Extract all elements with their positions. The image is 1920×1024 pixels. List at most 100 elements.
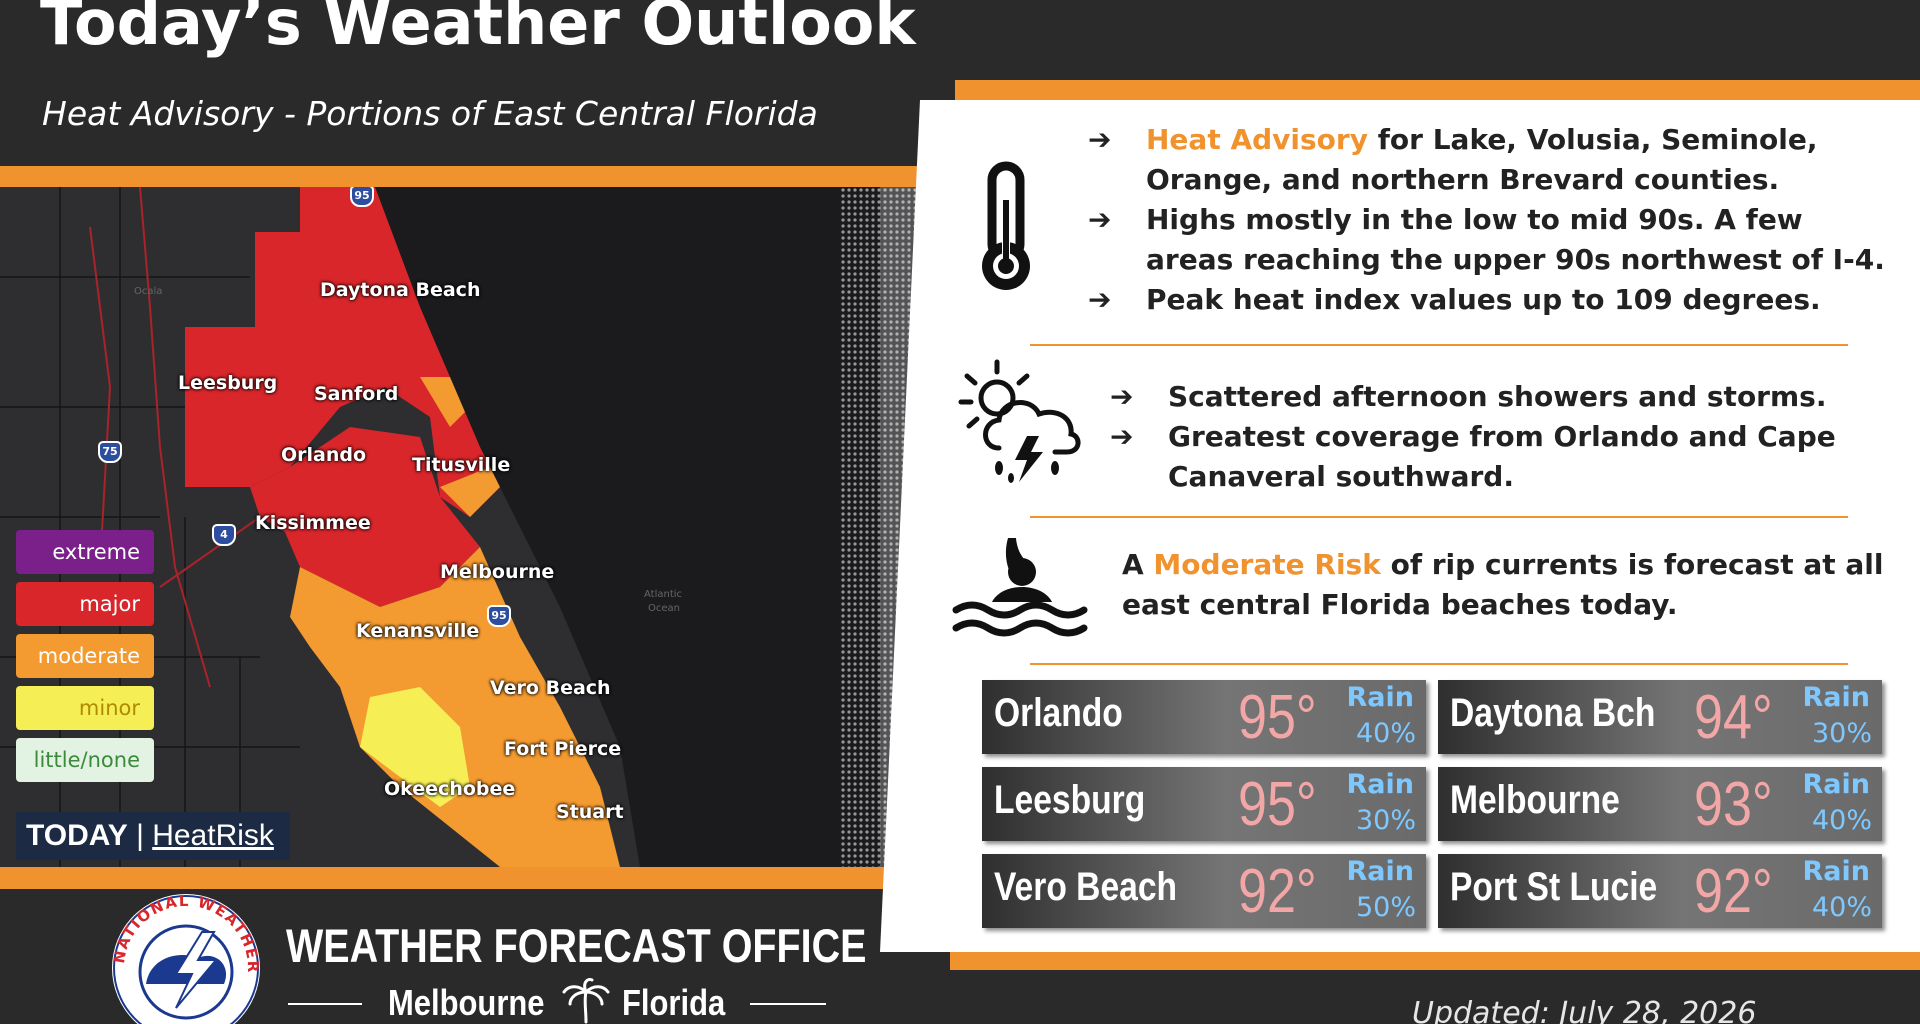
today-heatrisk-badge: TODAY | HeatRisk bbox=[16, 812, 290, 860]
outlook-panel: ➔ Heat Advisory for Lake, Volusia, Semin… bbox=[880, 100, 1920, 952]
heat-advisory-highlight: Heat Advisory bbox=[1146, 123, 1368, 156]
forecast-card-leesburg: Leesburg 95° Rain 30% bbox=[982, 767, 1426, 841]
thunderstorm-icon bbox=[958, 359, 1081, 483]
map-city-orlando: Orlando bbox=[281, 444, 367, 466]
card-temp: 95° bbox=[1238, 770, 1317, 839]
map-city-vero-beach: Vero Beach bbox=[490, 677, 611, 699]
forecast-office-title: WEATHER FORECAST OFFICE bbox=[286, 919, 867, 972]
legend-moderate: moderate bbox=[16, 634, 154, 678]
card-rain-value: 30% bbox=[1811, 718, 1872, 749]
forecast-card-melbourne: Melbourne 93° Rain 40% bbox=[1438, 767, 1882, 841]
card-city: Vero Beach bbox=[994, 865, 1178, 909]
heat-bullet-3: ➔ Peak heat index values up to 109 degre… bbox=[1088, 280, 1821, 320]
arrow-icon: ➔ bbox=[1088, 123, 1112, 156]
moderate-zone-south bbox=[290, 547, 620, 867]
heatrisk-map: Ocala Atlantic Ocean Daytona Beach Leesb… bbox=[0, 187, 920, 867]
card-rain-label: Rain bbox=[1346, 769, 1415, 800]
arrow-icon: ➔ bbox=[1110, 380, 1134, 413]
heat-bullet-1: ➔ Heat Advisory for Lake, Volusia, Semin… bbox=[1088, 120, 1817, 200]
card-city: Melbourne bbox=[1450, 778, 1620, 822]
forecast-card-vero-beach: Vero Beach 92° Rain 50% bbox=[982, 854, 1426, 928]
updated-timestamp: Updated: July 28, 2026 bbox=[1412, 996, 1757, 1024]
forecast-card-port-st-lucie: Port St Lucie 92° Rain 40% bbox=[1438, 854, 1882, 928]
footer-accent-bar-right bbox=[950, 948, 1920, 970]
legend-little-none: little/none bbox=[16, 738, 154, 782]
map-city-daytona-beach: Daytona Beach bbox=[320, 279, 481, 301]
major-zone-north bbox=[185, 187, 500, 517]
rip-current-statement: A Moderate Risk of rip currents is forec… bbox=[1122, 548, 1884, 621]
map-label-faint-ocala: Ocala bbox=[134, 286, 163, 297]
page-subtitle: Heat Advisory - Portions of East Central… bbox=[42, 94, 818, 133]
card-rain-value: 40% bbox=[1811, 805, 1872, 836]
card-city: Daytona Bch bbox=[1450, 691, 1656, 735]
thermometer-icon bbox=[982, 161, 1030, 290]
interstate-shield-i95-south: 95 bbox=[487, 605, 511, 627]
card-rain-value: 40% bbox=[1811, 892, 1872, 923]
major-zone-central bbox=[250, 427, 480, 607]
badge-today: TODAY bbox=[26, 819, 128, 852]
ocean bbox=[375, 187, 920, 867]
map-city-titusville: Titusville bbox=[412, 454, 511, 476]
card-temp: 94° bbox=[1694, 683, 1773, 752]
panel-slant bbox=[880, 100, 940, 952]
map-city-melbourne: Melbourne bbox=[440, 561, 555, 583]
office-state: Florida bbox=[622, 982, 726, 1023]
card-temp: 92° bbox=[1694, 857, 1773, 926]
card-temp: 93° bbox=[1694, 770, 1773, 839]
legend-minor: minor bbox=[16, 686, 154, 730]
heatrisk-link[interactable]: HeatRisk bbox=[152, 819, 274, 852]
map-city-kissimmee: Kissimmee bbox=[255, 512, 371, 534]
moderate-risk-highlight: Moderate Risk bbox=[1153, 548, 1381, 581]
section-divider-1 bbox=[1030, 344, 1848, 346]
interstate-shield-i75: 75 bbox=[98, 441, 122, 463]
minor-zone bbox=[360, 687, 470, 807]
footer-rule-right bbox=[750, 1003, 826, 1005]
palm-tree-icon bbox=[562, 978, 610, 1024]
badge-separator: | bbox=[136, 819, 144, 852]
card-rain-value: 50% bbox=[1355, 892, 1416, 923]
map-graphic bbox=[0, 187, 920, 867]
map-label-ocean: Ocean bbox=[648, 603, 680, 614]
legend-major: major bbox=[16, 582, 154, 626]
footer-accent-bar-left bbox=[0, 867, 925, 889]
legend-extreme: extreme bbox=[16, 530, 154, 574]
arrow-icon: ➔ bbox=[1110, 420, 1134, 453]
map-city-stuart: Stuart bbox=[556, 801, 624, 823]
storm-bullet-2: ➔ Greatest coverage from Orlando and Cap… bbox=[1110, 417, 1836, 497]
office-city: Melbourne bbox=[388, 982, 545, 1023]
footer-rule-left bbox=[288, 1003, 362, 1005]
map-label-atlantic: Atlantic bbox=[644, 589, 683, 600]
card-rain-label: Rain bbox=[1802, 682, 1871, 713]
header-accent-bar-right bbox=[955, 80, 1920, 102]
forecast-card-orlando: Orlando 95° Rain 40% bbox=[982, 680, 1426, 754]
arrow-icon: ➔ bbox=[1088, 203, 1112, 236]
map-city-fort-pierce: Fort Pierce bbox=[504, 738, 622, 760]
card-city: Orlando bbox=[994, 691, 1123, 735]
card-rain-label: Rain bbox=[1346, 856, 1415, 887]
card-rain-label: Rain bbox=[1802, 856, 1871, 887]
map-city-okeechobee: Okeechobee bbox=[384, 778, 516, 800]
card-temp: 95° bbox=[1238, 683, 1317, 752]
header-accent-bar-left bbox=[0, 166, 925, 187]
section-divider-2 bbox=[1030, 516, 1848, 518]
map-city-kenansville: Kenansville bbox=[356, 620, 480, 642]
card-rain-label: Rain bbox=[1802, 769, 1871, 800]
arrow-icon: ➔ bbox=[1088, 283, 1112, 316]
heat-bullet-2: ➔ Highs mostly in the low to mid 90s. A … bbox=[1088, 200, 1885, 280]
card-rain-value: 40% bbox=[1355, 718, 1416, 749]
interstate-shield-i4: 4 bbox=[212, 524, 236, 546]
card-temp: 92° bbox=[1238, 857, 1317, 926]
card-city: Leesburg bbox=[994, 778, 1146, 822]
map-city-sanford: Sanford bbox=[314, 383, 399, 405]
card-rain-label: Rain bbox=[1346, 682, 1415, 713]
card-city: Port St Lucie bbox=[1450, 865, 1658, 909]
interstate-shield-i95-north: 95 bbox=[350, 187, 374, 207]
card-rain-value: 30% bbox=[1355, 805, 1416, 836]
nws-logo: NATIONAL WEATHER SERVICE bbox=[106, 888, 261, 1024]
page-title: Today’s Weather Outlook bbox=[40, 0, 916, 59]
storm-bullet-1: ➔ Scattered afternoon showers and storms… bbox=[1110, 377, 1826, 417]
forecast-card-daytona: Daytona Bch 94° Rain 30% bbox=[1438, 680, 1882, 754]
map-city-leesburg: Leesburg bbox=[178, 372, 278, 394]
section-divider-3 bbox=[1030, 663, 1848, 665]
swimmer-icon bbox=[952, 538, 1088, 637]
